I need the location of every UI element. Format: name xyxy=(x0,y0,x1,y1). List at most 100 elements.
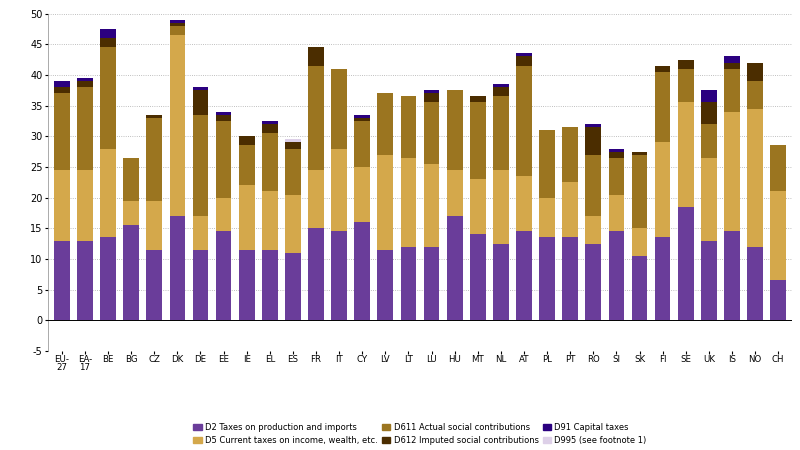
Bar xyxy=(331,148,347,231)
Bar xyxy=(239,185,254,250)
Bar xyxy=(170,20,186,22)
Bar xyxy=(516,56,532,66)
Bar xyxy=(632,228,647,256)
Bar xyxy=(285,140,301,142)
Bar xyxy=(54,170,70,241)
Bar xyxy=(586,127,601,155)
Bar xyxy=(285,148,301,194)
Bar xyxy=(516,54,532,56)
Bar xyxy=(609,231,624,320)
Bar xyxy=(378,250,393,320)
Bar xyxy=(701,158,717,241)
Bar xyxy=(701,124,717,158)
Bar xyxy=(123,225,139,320)
Bar xyxy=(331,231,347,320)
Bar xyxy=(632,256,647,320)
Bar xyxy=(100,148,116,238)
Bar xyxy=(609,194,624,231)
Bar xyxy=(609,148,624,152)
Bar xyxy=(724,56,740,63)
Bar xyxy=(216,231,231,320)
Bar xyxy=(424,247,439,320)
Bar xyxy=(470,234,486,320)
Bar xyxy=(632,155,647,228)
Bar xyxy=(308,228,324,320)
Bar xyxy=(100,38,116,47)
Bar xyxy=(77,170,93,241)
Bar xyxy=(747,63,763,81)
Bar xyxy=(216,198,231,231)
Bar xyxy=(539,198,555,238)
Bar xyxy=(54,87,70,93)
Bar xyxy=(354,121,370,167)
Bar xyxy=(354,167,370,222)
Bar xyxy=(378,93,393,155)
Bar xyxy=(562,127,578,182)
Bar xyxy=(193,115,208,216)
Bar xyxy=(239,136,254,145)
Legend: D2 Taxes on production and imports, D5 Current taxes on income, wealth, etc., D6: D2 Taxes on production and imports, D5 C… xyxy=(194,423,646,445)
Bar xyxy=(724,231,740,320)
Bar xyxy=(654,72,670,142)
Bar xyxy=(493,84,509,87)
Bar xyxy=(609,152,624,158)
Bar xyxy=(470,103,486,179)
Bar xyxy=(193,216,208,250)
Bar xyxy=(678,103,694,207)
Bar xyxy=(424,164,439,247)
Bar xyxy=(586,124,601,127)
Bar xyxy=(562,182,578,238)
Bar xyxy=(193,250,208,320)
Bar xyxy=(586,243,601,320)
Bar xyxy=(170,26,186,35)
Bar xyxy=(724,69,740,112)
Bar xyxy=(146,250,162,320)
Bar xyxy=(770,145,786,191)
Bar xyxy=(562,238,578,320)
Bar xyxy=(77,78,93,81)
Bar xyxy=(586,216,601,243)
Bar xyxy=(100,238,116,320)
Bar xyxy=(239,145,254,185)
Bar xyxy=(193,90,208,115)
Bar xyxy=(401,247,416,320)
Bar xyxy=(354,118,370,121)
Bar xyxy=(146,115,162,118)
Bar xyxy=(516,66,532,176)
Bar xyxy=(424,90,439,93)
Bar xyxy=(308,66,324,170)
Bar xyxy=(539,238,555,320)
Bar xyxy=(216,112,231,115)
Bar xyxy=(424,93,439,103)
Bar xyxy=(724,112,740,231)
Bar xyxy=(262,191,278,250)
Bar xyxy=(678,207,694,320)
Bar xyxy=(701,90,717,103)
Bar xyxy=(516,176,532,231)
Bar xyxy=(123,158,139,201)
Bar xyxy=(609,158,624,194)
Bar xyxy=(447,90,462,170)
Bar xyxy=(170,22,186,26)
Bar xyxy=(77,241,93,320)
Bar xyxy=(493,243,509,320)
Bar xyxy=(770,191,786,280)
Bar xyxy=(654,66,670,72)
Bar xyxy=(516,231,532,320)
Bar xyxy=(285,253,301,320)
Bar xyxy=(586,155,601,216)
Bar xyxy=(170,216,186,320)
Bar xyxy=(146,201,162,250)
Bar xyxy=(747,108,763,247)
Bar xyxy=(678,59,694,69)
Bar xyxy=(262,133,278,191)
Bar xyxy=(193,87,208,90)
Bar xyxy=(747,81,763,108)
Bar xyxy=(216,121,231,198)
Bar xyxy=(493,170,509,243)
Bar xyxy=(262,250,278,320)
Bar xyxy=(308,47,324,66)
Bar xyxy=(539,130,555,198)
Bar xyxy=(378,155,393,250)
Bar xyxy=(123,201,139,225)
